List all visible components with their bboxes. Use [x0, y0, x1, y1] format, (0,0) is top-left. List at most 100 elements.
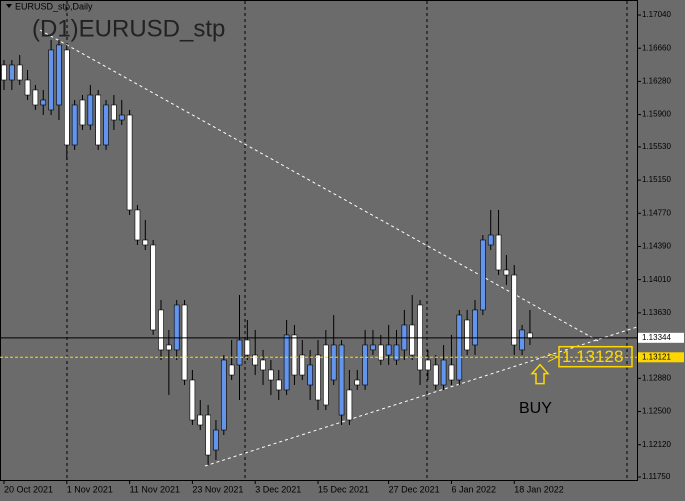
candle-body — [425, 359, 431, 371]
candle-body — [299, 354, 306, 376]
candle-body — [213, 429, 219, 451]
candle-body — [393, 344, 400, 361]
candle-body — [87, 94, 94, 126]
x-tick-label: 20 Oct 2021 — [4, 484, 53, 494]
candle-body — [16, 64, 23, 81]
candle-body — [323, 344, 329, 406]
candle-body — [527, 332, 533, 339]
candle-body — [362, 344, 368, 386]
candle-body — [315, 354, 321, 401]
candle-body — [221, 359, 227, 431]
candle-body — [346, 389, 353, 421]
x-tick-label: 1 Nov 2021 — [67, 484, 113, 494]
candle-body — [158, 309, 164, 351]
candle-body — [173, 304, 180, 351]
y-tick-label: 1.15150 — [642, 175, 671, 184]
candle-body — [409, 324, 416, 356]
y-tick-label: 1.16280 — [642, 77, 671, 86]
plot-frame — [0, 0, 638, 481]
candle-body — [126, 114, 133, 211]
candle-body — [495, 234, 502, 271]
candle-body — [385, 344, 392, 356]
candle-body — [448, 364, 455, 381]
x-tick-label: 18 Jan 2022 — [514, 484, 564, 494]
candle-body — [111, 104, 117, 121]
candle-body — [354, 379, 361, 386]
signal-price-label: 1.13128 — [562, 347, 623, 366]
price-tag — [638, 352, 684, 363]
y-tick-label: 1.14390 — [642, 242, 671, 251]
candle-body — [95, 94, 101, 146]
x-tick-label: 27 Dec 2021 — [389, 484, 440, 494]
candle-body — [275, 379, 282, 391]
y-tick-label: 1.16660 — [642, 43, 671, 52]
y-tick-label: 1.14770 — [642, 208, 671, 217]
candle-body — [166, 344, 172, 351]
y-tick-label: 1.15900 — [642, 110, 671, 119]
trend-line — [204, 326, 638, 467]
candle-body — [64, 49, 70, 146]
candle-body — [511, 274, 518, 346]
x-tick-label: 15 Dec 2021 — [318, 484, 369, 494]
candle-body — [236, 339, 243, 366]
candle-body — [252, 354, 258, 366]
candle-body — [9, 64, 15, 81]
candle-body — [134, 209, 141, 241]
candle-body — [480, 239, 486, 311]
x-tick-label: 23 Nov 2021 — [192, 484, 243, 494]
candle-body — [56, 44, 62, 106]
y-tick-label: 1.17040 — [642, 10, 671, 19]
candle-body — [440, 359, 447, 386]
candle-body — [118, 114, 125, 121]
chart-title: (D1)EURUSD_stp — [32, 15, 225, 42]
candle-body — [79, 99, 86, 126]
y-tick-label: 1.12500 — [642, 407, 671, 416]
candle-body — [370, 344, 376, 351]
x-tick-label: 6 Jan 2022 — [451, 484, 496, 494]
signal-pointer — [547, 353, 560, 363]
x-tick-label: 3 Dec 2021 — [255, 484, 301, 494]
candle-body — [330, 344, 337, 381]
signal-text: BUY — [519, 400, 552, 417]
y-tick-label: 1.15530 — [642, 142, 671, 151]
candle-body — [32, 89, 39, 106]
y-tick-label: 1.14010 — [642, 275, 671, 284]
candle-body — [181, 304, 188, 381]
candle-body — [1, 64, 7, 81]
y-tick-label: 1.12120 — [642, 440, 671, 449]
candle-body — [432, 364, 439, 386]
menu-arrow — [6, 4, 12, 8]
candle-body — [519, 329, 525, 351]
candle-body — [487, 234, 494, 246]
price-tag — [638, 332, 684, 343]
candle-body — [503, 269, 510, 276]
candle-body — [103, 104, 109, 146]
candle-body — [377, 344, 384, 361]
x-tick-label: 11 Nov 2021 — [130, 484, 180, 494]
y-tick-label: 1.12880 — [642, 373, 671, 382]
buy-arrow — [530, 363, 550, 385]
candle-body — [456, 314, 463, 381]
candle-body — [205, 414, 211, 456]
candle-body — [464, 319, 470, 351]
trend-line — [39, 29, 601, 343]
candle-body — [291, 334, 298, 376]
candle-body — [189, 379, 196, 421]
candle-body — [71, 104, 78, 146]
candle-body — [40, 99, 47, 106]
chart-subtitle: EURUSD_stp,Daily — [15, 1, 93, 11]
price-tag-label: 1.13121 — [642, 352, 671, 361]
candle-body — [283, 334, 290, 391]
y-tick-label: 1.13630 — [642, 308, 671, 317]
candle-body — [307, 364, 313, 386]
candle-body — [338, 344, 345, 416]
price-tag-label: 1.13344 — [642, 333, 671, 342]
y-tick-label: 1.11750 — [642, 472, 671, 481]
candle-body — [228, 364, 235, 376]
candle-body — [24, 79, 31, 96]
candle-body — [244, 339, 251, 356]
candle-body — [472, 309, 478, 346]
candle-body — [260, 359, 266, 371]
candle-body — [197, 414, 204, 426]
